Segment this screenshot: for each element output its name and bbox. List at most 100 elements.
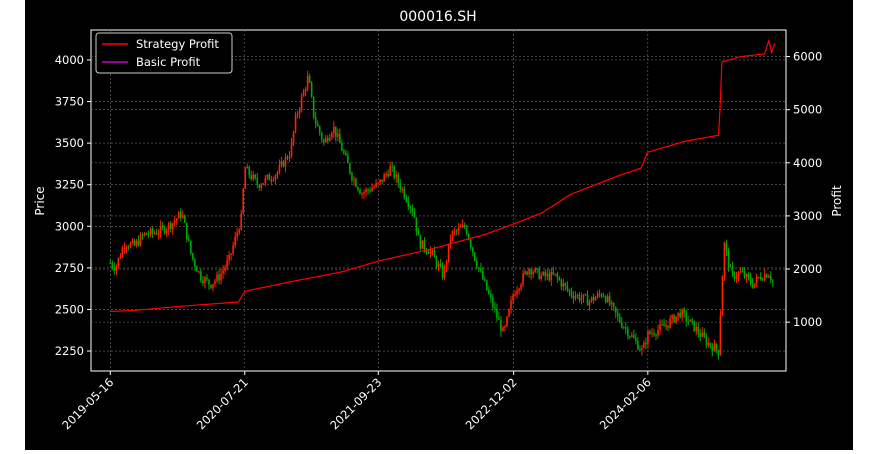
candle-body <box>397 174 400 184</box>
candle-body <box>763 274 766 281</box>
candle-body <box>641 347 643 350</box>
candle-body <box>457 227 460 231</box>
x-tick-label: 2024-02-06 <box>597 375 654 432</box>
candle-body <box>494 307 496 309</box>
candle-body <box>157 233 160 235</box>
candle-body <box>741 271 744 273</box>
candle-body <box>759 277 762 280</box>
candle-body <box>204 277 206 284</box>
candle-body <box>639 349 641 351</box>
candle-body <box>222 270 224 274</box>
y2-tick-label: 5000 <box>793 103 822 117</box>
candle-body <box>155 232 158 235</box>
candle-body <box>695 326 698 332</box>
candlestick-series <box>109 70 774 360</box>
candle-body <box>574 296 577 299</box>
candle-body <box>633 335 635 339</box>
candle-body <box>167 223 170 230</box>
candle-body <box>258 184 261 188</box>
candle-body <box>339 133 341 144</box>
candle-body <box>665 325 667 327</box>
candle-body <box>131 240 134 244</box>
candle-body <box>681 310 683 318</box>
y2-tick-label: 3000 <box>793 209 822 223</box>
candle-body <box>343 150 345 154</box>
candle-body <box>196 266 198 272</box>
candle-body <box>745 274 748 278</box>
candle-body <box>548 273 551 281</box>
candle-body <box>184 215 186 223</box>
candle-body <box>657 329 659 336</box>
candle-body <box>314 117 317 124</box>
candle-body <box>417 231 420 236</box>
candle-body <box>318 126 321 133</box>
candle-body <box>735 276 738 279</box>
candle-body <box>685 312 687 322</box>
candle-body <box>749 277 752 284</box>
candle-body <box>149 228 152 235</box>
candle-body <box>143 232 146 236</box>
candle-body <box>578 294 581 301</box>
candle-body <box>596 293 599 298</box>
candle-body <box>125 247 128 249</box>
candle-body <box>486 280 488 291</box>
candle-body <box>679 312 681 318</box>
candle-body <box>743 271 746 278</box>
candle-body <box>212 283 214 288</box>
candle-body <box>186 222 188 240</box>
candle-body <box>389 166 391 176</box>
candle-body <box>345 153 347 156</box>
candle-body <box>645 342 647 345</box>
candle-body <box>443 266 446 278</box>
candle-body <box>133 240 136 246</box>
candle-body <box>453 230 456 232</box>
candle-body <box>214 280 216 284</box>
candle-body <box>375 183 377 187</box>
candle-body <box>455 230 458 232</box>
candle-body <box>206 277 208 280</box>
candle-body <box>564 283 567 286</box>
strategy-profit-line <box>110 38 776 313</box>
candle-body <box>171 223 174 229</box>
candle-body <box>627 328 629 337</box>
y-tick-label: 2500 <box>55 302 84 316</box>
candle-body <box>306 76 309 89</box>
candle-body <box>324 138 327 143</box>
candle-body <box>635 338 637 341</box>
candle-body <box>610 302 613 305</box>
candle-body <box>518 288 520 291</box>
candle-body <box>524 271 526 274</box>
y-tick-label: 2750 <box>55 261 84 275</box>
candle-body <box>683 310 685 313</box>
candle-body <box>755 277 758 284</box>
candle-body <box>341 143 343 151</box>
candle-body <box>584 294 587 296</box>
candle-body <box>175 218 178 221</box>
candle-body <box>361 193 363 195</box>
candle-body <box>260 185 263 188</box>
candle-body <box>363 192 365 194</box>
candle-body <box>512 295 514 301</box>
candle-body <box>238 229 240 233</box>
candle-body <box>220 273 222 281</box>
candle-body <box>602 296 605 298</box>
candle-body <box>127 247 130 249</box>
candle-body <box>580 298 583 301</box>
candle-body <box>544 271 547 277</box>
candle-body <box>379 179 381 183</box>
candle-body <box>433 250 436 258</box>
candle-body <box>145 232 148 235</box>
candle-body <box>530 269 532 275</box>
candle-body <box>274 175 277 180</box>
candle-body <box>671 315 673 319</box>
candle-body <box>765 274 768 278</box>
candle-body <box>371 188 373 192</box>
candle-body <box>592 297 595 301</box>
candle-body <box>113 267 116 272</box>
candle-body <box>337 133 339 137</box>
candle-body <box>240 213 242 230</box>
candle-body <box>463 225 466 228</box>
candle-body <box>631 335 633 337</box>
candle-body <box>711 346 714 352</box>
legend-basic-label: Basic Profit <box>136 55 201 69</box>
